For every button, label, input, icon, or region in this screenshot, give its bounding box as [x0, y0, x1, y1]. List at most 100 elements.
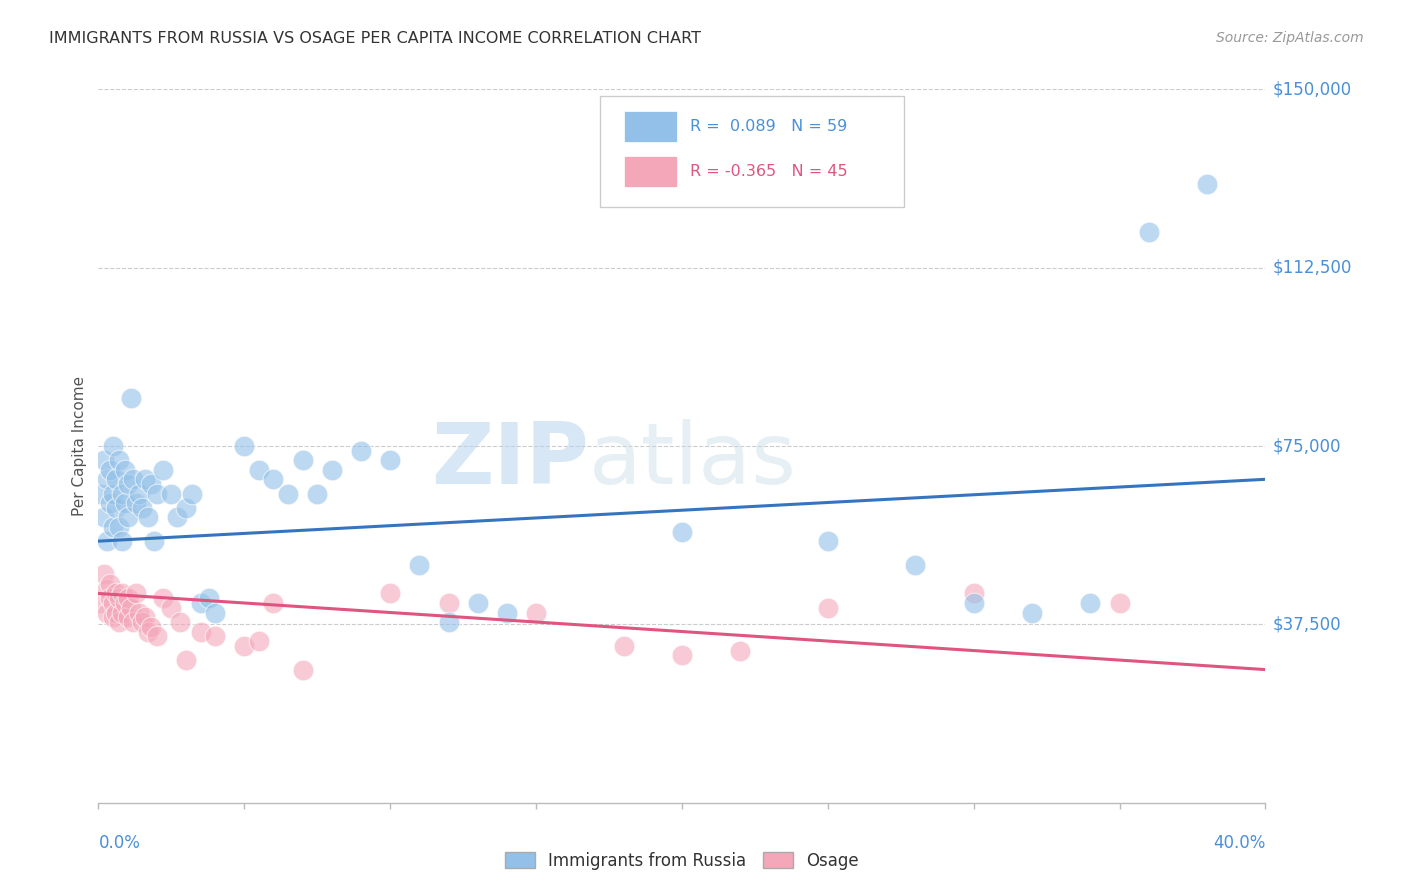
Point [524, 606, 547, 620]
FancyBboxPatch shape [623, 111, 678, 142]
Point [131, 500, 153, 515]
Point [90, 486, 112, 500]
Point [96, 472, 118, 486]
Point [962, 596, 984, 610]
Point [247, 634, 270, 648]
Point [96, 606, 118, 620]
Point [131, 615, 153, 629]
Point [962, 586, 984, 600]
Point [350, 443, 373, 458]
Text: atlas: atlas [589, 418, 797, 502]
Point [671, 524, 693, 539]
Point [190, 624, 212, 639]
Point [190, 596, 212, 610]
Text: $112,500: $112,500 [1272, 259, 1351, 277]
Point [204, 629, 226, 643]
Point [467, 596, 489, 610]
Point [612, 639, 634, 653]
Text: $37,500: $37,500 [1272, 615, 1341, 633]
Point [437, 596, 460, 610]
Point [166, 510, 188, 524]
Point [378, 453, 402, 467]
Point [1080, 596, 1102, 610]
Point [96, 534, 118, 549]
Point [101, 520, 124, 534]
Point [198, 591, 221, 606]
FancyBboxPatch shape [623, 155, 678, 187]
Point [114, 463, 136, 477]
Point [142, 534, 165, 549]
Point [291, 663, 314, 677]
Point [111, 606, 134, 620]
Point [108, 453, 131, 467]
Point [104, 586, 127, 600]
FancyBboxPatch shape [600, 96, 904, 207]
Point [93, 567, 115, 582]
Point [1108, 596, 1130, 610]
Text: R =  0.089   N = 59: R = 0.089 N = 59 [690, 119, 848, 134]
Point [104, 606, 127, 620]
Point [101, 596, 124, 610]
Point [120, 392, 142, 406]
Point [169, 615, 191, 629]
Point [174, 500, 197, 515]
Point [104, 500, 127, 515]
Point [98, 591, 121, 606]
Text: IMMIGRANTS FROM RUSSIA VS OSAGE PER CAPITA INCOME CORRELATION CHART: IMMIGRANTS FROM RUSSIA VS OSAGE PER CAPI… [49, 31, 702, 46]
Point [146, 486, 169, 500]
Point [1021, 606, 1043, 620]
Point [728, 643, 751, 657]
Point [1137, 225, 1160, 239]
Point [233, 639, 256, 653]
Point [114, 596, 136, 610]
Point [136, 510, 159, 524]
Point [117, 477, 139, 491]
Y-axis label: Per Capita Income: Per Capita Income [72, 376, 87, 516]
Point [134, 610, 156, 624]
Point [233, 439, 256, 453]
Point [134, 472, 156, 486]
Point [495, 606, 517, 620]
Text: R = -0.365   N = 45: R = -0.365 N = 45 [690, 164, 848, 178]
Point [139, 620, 162, 634]
Text: Source: ZipAtlas.com: Source: ZipAtlas.com [1216, 31, 1364, 45]
Text: ZIP: ZIP [430, 418, 589, 502]
Text: $75,000: $75,000 [1272, 437, 1341, 455]
Point [101, 439, 124, 453]
Point [125, 496, 148, 510]
Point [98, 577, 121, 591]
Point [437, 615, 460, 629]
Point [98, 496, 121, 510]
Point [671, 648, 693, 663]
Point [174, 653, 197, 667]
Point [111, 586, 134, 600]
Point [378, 586, 402, 600]
Point [98, 463, 121, 477]
Point [136, 624, 159, 639]
Point [291, 453, 314, 467]
Point [904, 558, 927, 572]
Point [321, 463, 343, 477]
Point [160, 600, 183, 615]
Point [111, 534, 134, 549]
Point [180, 486, 202, 500]
Point [146, 629, 169, 643]
Legend: Immigrants from Russia, Osage: Immigrants from Russia, Osage [498, 846, 866, 877]
Point [117, 591, 139, 606]
Point [125, 586, 148, 600]
Point [114, 496, 136, 510]
Point [128, 606, 150, 620]
Point [152, 591, 174, 606]
Point [307, 486, 329, 500]
Point [817, 600, 839, 615]
Point [108, 615, 131, 629]
Point [108, 591, 131, 606]
Point [247, 463, 270, 477]
Point [111, 486, 134, 500]
Point [139, 477, 162, 491]
Point [204, 606, 226, 620]
Point [90, 596, 112, 610]
Point [96, 582, 118, 596]
Point [120, 600, 142, 615]
Point [1195, 178, 1218, 192]
